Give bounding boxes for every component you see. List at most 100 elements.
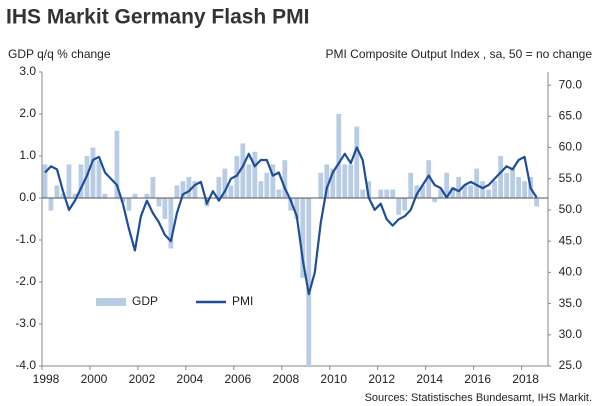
gdp-bar <box>192 181 198 198</box>
x-tick-label: 2000 <box>81 372 108 386</box>
y2-tick-label: 40.0 <box>559 265 583 279</box>
gdp-bar <box>234 156 240 198</box>
gdp-bar <box>216 177 222 198</box>
gdp-bar <box>96 160 102 198</box>
gdp-bar <box>90 147 96 198</box>
gdp-bar <box>48 198 54 211</box>
y2-tick-label: 70.0 <box>559 77 583 91</box>
y-tick-label: 1.0 <box>19 148 36 162</box>
gdp-bar <box>438 189 444 198</box>
gdp-bar <box>264 172 270 198</box>
gdp-bar <box>228 185 234 198</box>
gdp-bar <box>222 168 228 198</box>
y2-tick-label: 25.0 <box>559 358 583 372</box>
y2-tick-label: 65.0 <box>559 108 583 122</box>
y-tick-label: 2.0 <box>19 106 36 120</box>
gdp-bar <box>186 177 192 198</box>
y-tick-label: -4.0 <box>15 358 36 372</box>
gdp-bar <box>252 151 258 198</box>
gdp-bar <box>306 198 312 366</box>
gdp-bar <box>60 193 66 198</box>
gdp-bar <box>522 181 528 198</box>
gdp-bar <box>366 181 372 198</box>
y-tick-label: 0.0 <box>19 190 36 204</box>
y-axis-label: GDP q/q % change <box>8 47 111 61</box>
gdp-bar <box>396 198 402 215</box>
y2-tick-label: 50.0 <box>559 202 583 216</box>
x-tick-label: 2016 <box>464 372 491 386</box>
gdp-bar <box>120 198 126 203</box>
gdp-bar <box>492 181 498 198</box>
y2-tick-label: 55.0 <box>559 171 583 185</box>
gdp-bar <box>348 164 354 198</box>
gdp-bar <box>54 185 60 198</box>
gdp-bar <box>246 164 252 198</box>
legend-swatch <box>96 298 126 306</box>
x-tick-label: 2004 <box>177 372 204 386</box>
legend-label: GDP <box>132 294 158 308</box>
legend-label: PMI <box>232 294 253 308</box>
gdp-bar <box>126 198 132 211</box>
gdp-bar <box>150 177 156 198</box>
gdp-bar <box>132 193 138 198</box>
gdp-bar <box>450 189 456 198</box>
chart-title: IHS Markit Germany Flash PMI <box>6 6 309 29</box>
gdp-bar <box>324 164 330 198</box>
gdp-bar <box>342 164 348 198</box>
gdp-bar <box>66 164 72 198</box>
y-tick-label: -1.0 <box>15 232 36 246</box>
y2-tick-label: 30.0 <box>559 327 583 341</box>
gdp-bar <box>360 189 366 198</box>
gdp-bar <box>258 181 264 198</box>
y2-tick-label: 60.0 <box>559 140 583 154</box>
x-tick-label: 1998 <box>33 372 60 386</box>
gdp-bar <box>354 126 360 198</box>
gdp-bar <box>276 189 282 198</box>
gdp-bar <box>378 189 384 198</box>
gdp-bar <box>456 177 462 198</box>
gdp-bar <box>516 177 522 198</box>
gdp-bar <box>474 168 480 198</box>
x-tick-label: 2018 <box>512 372 539 386</box>
gdp-bar <box>240 143 246 198</box>
gdp-bar <box>384 189 390 198</box>
gdp-bar <box>498 156 504 198</box>
gdp-bar <box>408 172 414 198</box>
gdp-bar <box>534 198 540 207</box>
gdp-bar <box>174 185 180 198</box>
gdp-bar <box>390 189 396 198</box>
gdp-bar <box>432 198 438 203</box>
gdp-bar <box>444 172 450 198</box>
gdp-bar <box>510 168 516 198</box>
y2-axis-label: PMI Composite Output Index , sa, 50 = no… <box>326 47 593 61</box>
gdp-bar <box>78 164 84 198</box>
gdp-bar <box>282 160 288 198</box>
x-tick-label: 2002 <box>129 372 156 386</box>
gdp-bar <box>504 172 510 198</box>
x-tick-label: 2008 <box>272 372 299 386</box>
gdp-bar <box>300 198 306 278</box>
gdp-bar <box>426 160 432 198</box>
source: Sources: Statistisches Bundesamt, IHS Ma… <box>365 392 592 404</box>
gdp-bar <box>162 198 168 219</box>
x-tick-label: 2014 <box>416 372 443 386</box>
gdp-bar <box>288 198 294 211</box>
gdp-bar <box>480 181 486 198</box>
y2-tick-label: 45.0 <box>559 233 583 247</box>
pmi-line <box>44 146 538 296</box>
gdp-bar <box>420 185 426 198</box>
gdp-bar <box>102 193 108 198</box>
gdp-bar <box>318 172 324 198</box>
gdp-bar <box>336 114 342 198</box>
y-tick-label: -3.0 <box>15 316 36 330</box>
y-tick-label: 3.0 <box>19 64 36 78</box>
gdp-bar <box>414 185 420 198</box>
y-tick-label: -2.0 <box>15 274 36 288</box>
gdp-bar <box>144 193 150 198</box>
x-tick-label: 2006 <box>224 372 251 386</box>
gdp-bar <box>72 193 78 198</box>
x-tick-label: 2012 <box>368 372 395 386</box>
gdp-bar <box>156 198 162 207</box>
gdp-bar <box>294 198 300 219</box>
